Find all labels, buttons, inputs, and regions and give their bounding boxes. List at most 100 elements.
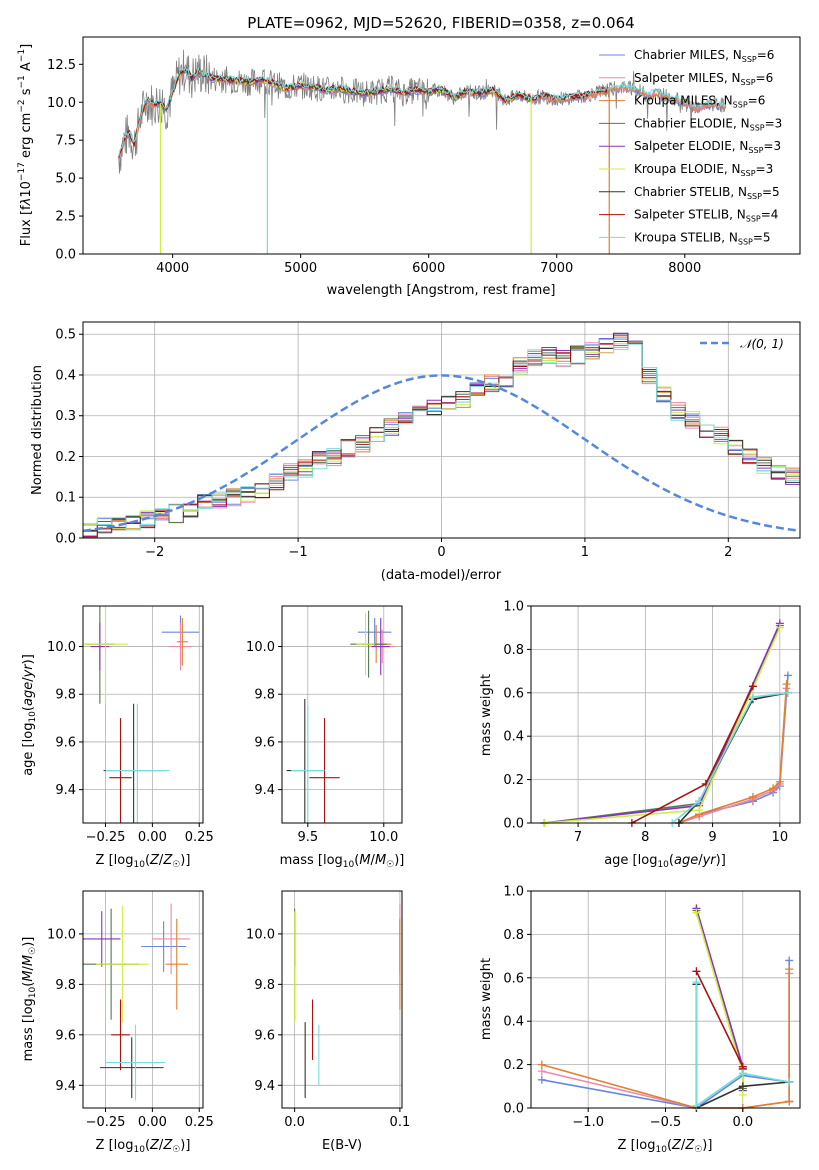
spectrum-panel: PLATE=0962, MJD=52620, FIBERID=0358, z=0… — [17, 14, 801, 298]
residual-panel: −2 −1 0 1 2 0.0 0.1 0.2 0.3 0.4 0.5 (data-model)/e… — [30, 321, 801, 583]
y-tick-label: 9.4 — [254, 1079, 275, 1094]
legend-label: Salpeter STELIB, NSSP=4 — [634, 208, 778, 224]
residual-ylabel: Normed distribution — [30, 365, 45, 495]
y-tick-label: 0.8 — [503, 928, 524, 943]
weight-vs-age-plot — [531, 605, 800, 827]
weight-vs-age-ticks: 7 8 9 10 0.0 0.2 0.4 0.6 0.8 1.0 — [503, 600, 788, 846]
weight-vs-age-ylabel: mass weight — [479, 674, 494, 756]
y-tick-label: 1.0 — [503, 885, 524, 900]
y-tick-label: 9.6 — [254, 735, 275, 750]
weight-vs-metallicity-ticks: −1.0 −0.5 0.0 0.0 0.2 0.4 0.6 0.8 1.0 — [503, 885, 753, 1131]
age-ylabel: age [log10(age/yr)] — [21, 654, 38, 776]
errorbars — [286, 610, 395, 823]
age-vs-mass-plot — [282, 606, 402, 823]
legend-label: Chabrier ELODIE, NSSP=3 — [634, 116, 782, 132]
mass-vs-metallicity-frame — [82, 890, 204, 1109]
weight-series-line — [544, 623, 781, 824]
x-tick-label: 9.5 — [297, 830, 318, 845]
y-tick-label: 1.0 — [503, 600, 524, 615]
residual-histogram — [83, 332, 800, 533]
mass-vs-metallicity-xlabel: Z [log10(Z/Z☉)] — [96, 1138, 191, 1155]
y-tick-label: 9.6 — [55, 1028, 76, 1043]
legend-label: Chabrier MILES, NSSP=6 — [634, 48, 774, 64]
x-tick-label: 0.00 — [138, 1115, 167, 1130]
mass-vs-extinction-ticks: 0.0 0.1 9.4 9.6 9.8 10.0 — [246, 927, 410, 1130]
weight-point — [695, 805, 704, 814]
y-tick-label: 0.0 — [55, 248, 76, 263]
residual-plot-area — [83, 322, 800, 539]
spectrum-title: PLATE=0962, MJD=52620, FIBERID=0358, z=0… — [247, 14, 634, 32]
y-tick-label: 9.6 — [254, 1028, 275, 1043]
weight-point — [785, 965, 794, 974]
x-tick-label: 8 — [641, 830, 649, 845]
normal-legend-label: 𝒩(0, 1) — [740, 337, 784, 351]
x-tick-label: 2 — [724, 545, 732, 560]
weight-point — [738, 1069, 747, 1078]
y-tick-label: 7.5 — [55, 134, 76, 149]
spectrum-plot-area — [118, 49, 727, 254]
spectrum-frame — [82, 36, 801, 255]
weight-point — [782, 680, 791, 689]
weight-point — [775, 777, 784, 786]
weight-point — [537, 1075, 546, 1084]
weight-point — [748, 792, 757, 801]
mass-vs-extinction-panel: 0.0 0.1 9.4 9.6 9.8 10.0 E(B-V) — [246, 890, 410, 1153]
residual-histogram — [83, 339, 800, 531]
legend-label: Kroupa STELIB, NSSP=5 — [634, 230, 771, 246]
y-tick-label: 0.0 — [55, 532, 76, 547]
x-tick-label: 0.00 — [138, 830, 167, 845]
weight-vs-age-xlabel: age [log10(age/yr)] — [604, 853, 726, 870]
age-vs-metallicity-panel: −0.25 0.00 0.25 9.4 9.6 9.8 10.0 Z [log10(Z/Z☉… — [21, 605, 214, 870]
x-tick-label: 0 — [437, 545, 445, 560]
y-tick-label: 9.8 — [55, 688, 76, 703]
residual-histogram — [83, 340, 800, 537]
age-vs-mass-xlabel: mass [log10(M/M☉)] — [280, 853, 405, 870]
weight-vs-metallicity-panel: −1.0 −0.5 0.0 0.0 0.2 0.4 0.6 0.8 1.0 Z [log10(Z… — [479, 885, 801, 1155]
weight-point — [537, 1060, 546, 1069]
weight-point — [692, 908, 701, 917]
x-tick-label: −1 — [289, 545, 308, 560]
weight-series-line — [671, 692, 788, 824]
x-tick-label: 7 — [574, 830, 582, 845]
weight-lines — [540, 619, 792, 827]
y-tick-label: 2.5 — [55, 210, 76, 225]
y-tick-label: 0.2 — [55, 450, 76, 465]
mass-vs-metallicity-panel: −0.25 0.00 0.25 9.4 9.6 9.8 10.0 Z [log10(Z/Z☉… — [21, 890, 214, 1155]
x-tick-label: 10 — [772, 830, 789, 845]
weight-series-line — [695, 982, 790, 1108]
weight-point — [769, 784, 778, 793]
x-tick-label: 0.0 — [732, 1115, 753, 1130]
y-tick-label: 0.2 — [503, 773, 524, 788]
weight-vs-age-frame — [530, 605, 801, 824]
y-tick-label: 0.4 — [503, 1015, 524, 1030]
spectrum-ylabel: Flux [fλ10−17 erg cm−2 s−1 A−1] — [17, 44, 34, 246]
legend-label: Salpeter MILES, NSSP=6 — [634, 71, 773, 87]
age-vs-metallicity-plot — [83, 606, 203, 823]
x-tick-label: −0.25 — [86, 1115, 126, 1130]
y-tick-label: 0.3 — [55, 409, 76, 424]
x-tick-label: −1.0 — [572, 1115, 604, 1130]
age-vs-mass-panel: 9.5 10.0 9.4 9.6 9.8 10.0 mass [log10(M/M☉)] — [246, 605, 405, 870]
y-tick-label: 0.8 — [503, 643, 524, 658]
weight-point — [785, 1077, 794, 1086]
x-tick-label: −0.5 — [650, 1115, 682, 1130]
x-tick-label: 0.25 — [185, 1115, 214, 1130]
x-tick-label: −0.25 — [86, 830, 126, 845]
legend-label: Kroupa ELODIE, NSSP=3 — [634, 162, 773, 178]
spectrum-xlabel: wavelength [Angstrom, rest frame] — [327, 283, 556, 298]
y-tick-label: 9.4 — [55, 783, 76, 798]
x-tick-label: 10.0 — [369, 830, 398, 845]
legend-label: Chabrier STELIB, NSSP=5 — [634, 185, 780, 201]
age-vs-metallicity-frame — [82, 605, 204, 824]
age-vs-mass-frame — [281, 605, 403, 824]
y-tick-label: 10.0 — [47, 640, 76, 655]
observed-spectrum — [118, 49, 727, 174]
weight-series-line — [544, 625, 781, 824]
weight-point — [783, 671, 792, 680]
mass-ylabel: mass [log10(M/M☉)] — [21, 937, 38, 1062]
weight-point — [775, 623, 784, 632]
mass-vs-extinction-frame — [281, 890, 403, 1109]
y-tick-label: 0.6 — [503, 686, 524, 701]
weight-series-line — [678, 684, 788, 824]
